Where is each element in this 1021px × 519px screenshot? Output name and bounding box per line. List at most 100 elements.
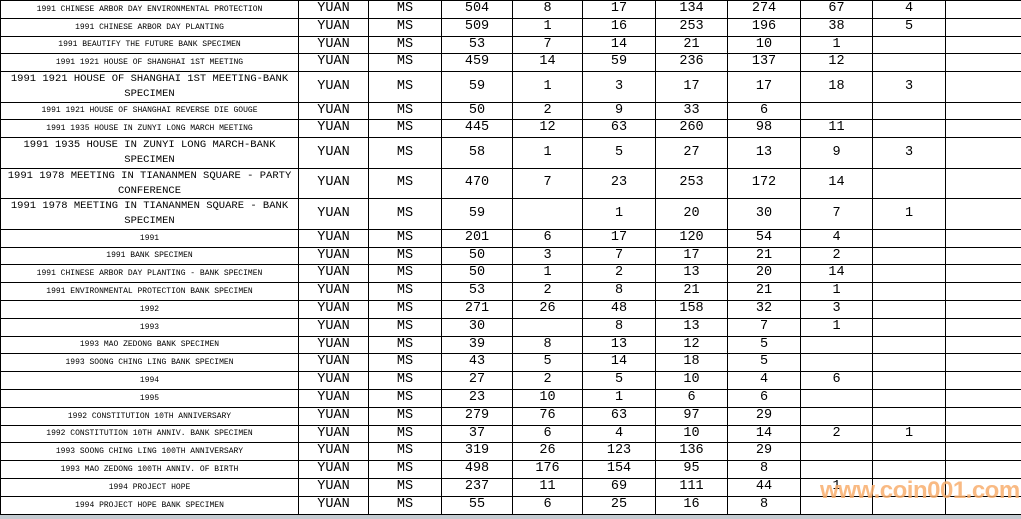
- value-cell: 319: [441, 442, 513, 462]
- value-cell: 14: [727, 424, 801, 444]
- grade-cell: MS: [368, 71, 442, 103]
- table-row: 1993 SOONG CHING LING 100TH ANNIVERSARY Y…: [0, 442, 1021, 462]
- value-cell: 11: [800, 119, 873, 139]
- value-cell: 10: [512, 388, 583, 408]
- grade-cell: MS: [368, 264, 442, 284]
- table-row: 1991 BEAUTIFY THE FUTURE BANK SPECIMEN YU…: [0, 35, 1021, 55]
- value-cell: 154: [582, 460, 656, 479]
- description-text: 1993 MAO ZEDONG BANK SPECIMEN: [79, 340, 220, 350]
- unit-cell: YUAN: [298, 477, 369, 497]
- value-cell: 7: [512, 35, 583, 55]
- grade-cell: MS: [368, 17, 442, 37]
- value-cell: 17: [582, 0, 656, 19]
- description-text: 1991 1935 HOUSE IN ZUNYI LONG MARCH MEET…: [46, 124, 253, 134]
- description-cell: 1991 CHINESE ARBOR DAY ENVIRONMENTAL PRO…: [0, 0, 299, 19]
- grade-cell: MS: [368, 0, 442, 19]
- value-cell: 5: [582, 371, 656, 390]
- value-cell: 1: [512, 137, 583, 169]
- value-cell: 2: [800, 246, 873, 266]
- grade-cell: MS: [368, 282, 442, 301]
- value-cell: 98: [727, 119, 801, 139]
- value-cell: 53: [441, 282, 513, 301]
- table-row: 1991 1935 HOUSE IN ZUNYI LONG MARCH-BANK…: [0, 137, 1021, 169]
- value-cell: 26: [512, 442, 583, 462]
- value-cell: 7: [800, 198, 873, 230]
- value-cell: 97: [655, 406, 728, 426]
- value-cell: 2: [582, 264, 656, 284]
- value-cell: 6: [727, 101, 801, 121]
- value-cell: [800, 406, 873, 426]
- unit-cell: YUAN: [298, 119, 369, 139]
- value-cell: [872, 101, 946, 121]
- table-row: 1994 PROJECT HOPE YUAN MS 237 11 69 111 44 1: [0, 477, 1021, 497]
- value-cell: 111: [655, 477, 728, 497]
- grade-cell: MS: [368, 198, 442, 230]
- value-cell: 136: [655, 442, 728, 462]
- description-cell: 1991 1921 HOUSE OF SHANGHAI 1ST MEETING: [0, 53, 299, 73]
- value-cell: 274: [727, 0, 801, 19]
- table-row: 1991 CHINESE ARBOR DAY PLANTING YUAN MS 509…: [0, 17, 1021, 37]
- grade-cell: MS: [368, 137, 442, 169]
- value-cell: 26: [512, 299, 583, 319]
- value-cell: 1: [872, 198, 946, 230]
- value-cell: 445: [441, 119, 513, 139]
- value-cell: [800, 495, 873, 515]
- unit-cell: YUAN: [298, 101, 369, 121]
- value-cell: 10: [727, 35, 801, 55]
- value-cell: [945, 119, 1021, 139]
- value-cell: 12: [512, 119, 583, 139]
- value-cell: 4: [872, 0, 946, 19]
- value-cell: 21: [655, 35, 728, 55]
- description-text: 1994 PROJECT HOPE BANK SPECIMEN: [75, 500, 224, 510]
- value-cell: 6: [512, 495, 583, 515]
- value-cell: [945, 495, 1021, 515]
- unit-cell: YUAN: [298, 442, 369, 462]
- description-cell: 1993: [0, 317, 299, 337]
- table-row: 1991 1978 MEETING IN TIANANMEN SQUARE - …: [0, 167, 1021, 200]
- value-cell: 17: [727, 71, 801, 103]
- grade-cell: MS: [368, 228, 442, 248]
- value-cell: 253: [655, 167, 728, 200]
- description-text: 1991 ENVIRONMENTAL PROTECTION BANK SPECI…: [46, 286, 253, 296]
- value-cell: [872, 299, 946, 319]
- description-cell: 1995: [0, 388, 299, 408]
- value-cell: [872, 317, 946, 337]
- description-cell: 1991 1935 HOUSE IN ZUNYI LONG MARCH MEET…: [0, 119, 299, 139]
- value-cell: [945, 101, 1021, 121]
- value-cell: 6: [800, 371, 873, 390]
- value-cell: 2: [512, 282, 583, 301]
- unit-cell: YUAN: [298, 137, 369, 169]
- value-cell: 17: [582, 228, 656, 248]
- unit-cell: YUAN: [298, 495, 369, 515]
- value-cell: 95: [655, 460, 728, 479]
- value-cell: [945, 371, 1021, 390]
- value-cell: [945, 71, 1021, 103]
- description-text: 1994 PROJECT HOPE: [108, 482, 191, 492]
- value-cell: 5: [727, 353, 801, 373]
- table-row: 1995 YUAN MS 23 10 1 6 6: [0, 388, 1021, 408]
- value-cell: 3: [872, 137, 946, 169]
- value-cell: 1: [872, 424, 946, 444]
- unit-cell: YUAN: [298, 228, 369, 248]
- description-text: 1993: [139, 322, 160, 332]
- value-cell: 3: [800, 299, 873, 319]
- value-cell: 1: [582, 388, 656, 408]
- value-cell: 4: [582, 424, 656, 444]
- description-text: 1992 CONSTITUTION 10TH ANNIV. BANK SPECI…: [46, 429, 253, 439]
- description-cell: 1991 BANK SPECIMEN: [0, 246, 299, 266]
- value-cell: [512, 198, 583, 230]
- table-row: 1991 1935 HOUSE IN ZUNYI LONG MARCH MEET…: [0, 119, 1021, 139]
- value-cell: 16: [582, 17, 656, 37]
- value-cell: [945, 299, 1021, 319]
- table-row: 1993 MAO ZEDONG BANK SPECIMEN YUAN MS 39 8 13…: [0, 335, 1021, 355]
- value-cell: 7: [582, 246, 656, 266]
- value-cell: [945, 353, 1021, 373]
- value-cell: 21: [727, 282, 801, 301]
- value-cell: [800, 442, 873, 462]
- description-text: 1991 1978 MEETING IN TIANANMEN SQUARE - …: [10, 200, 289, 228]
- value-cell: 1: [800, 35, 873, 55]
- value-cell: 33: [655, 101, 728, 121]
- value-cell: 59: [441, 71, 513, 103]
- value-cell: [945, 460, 1021, 479]
